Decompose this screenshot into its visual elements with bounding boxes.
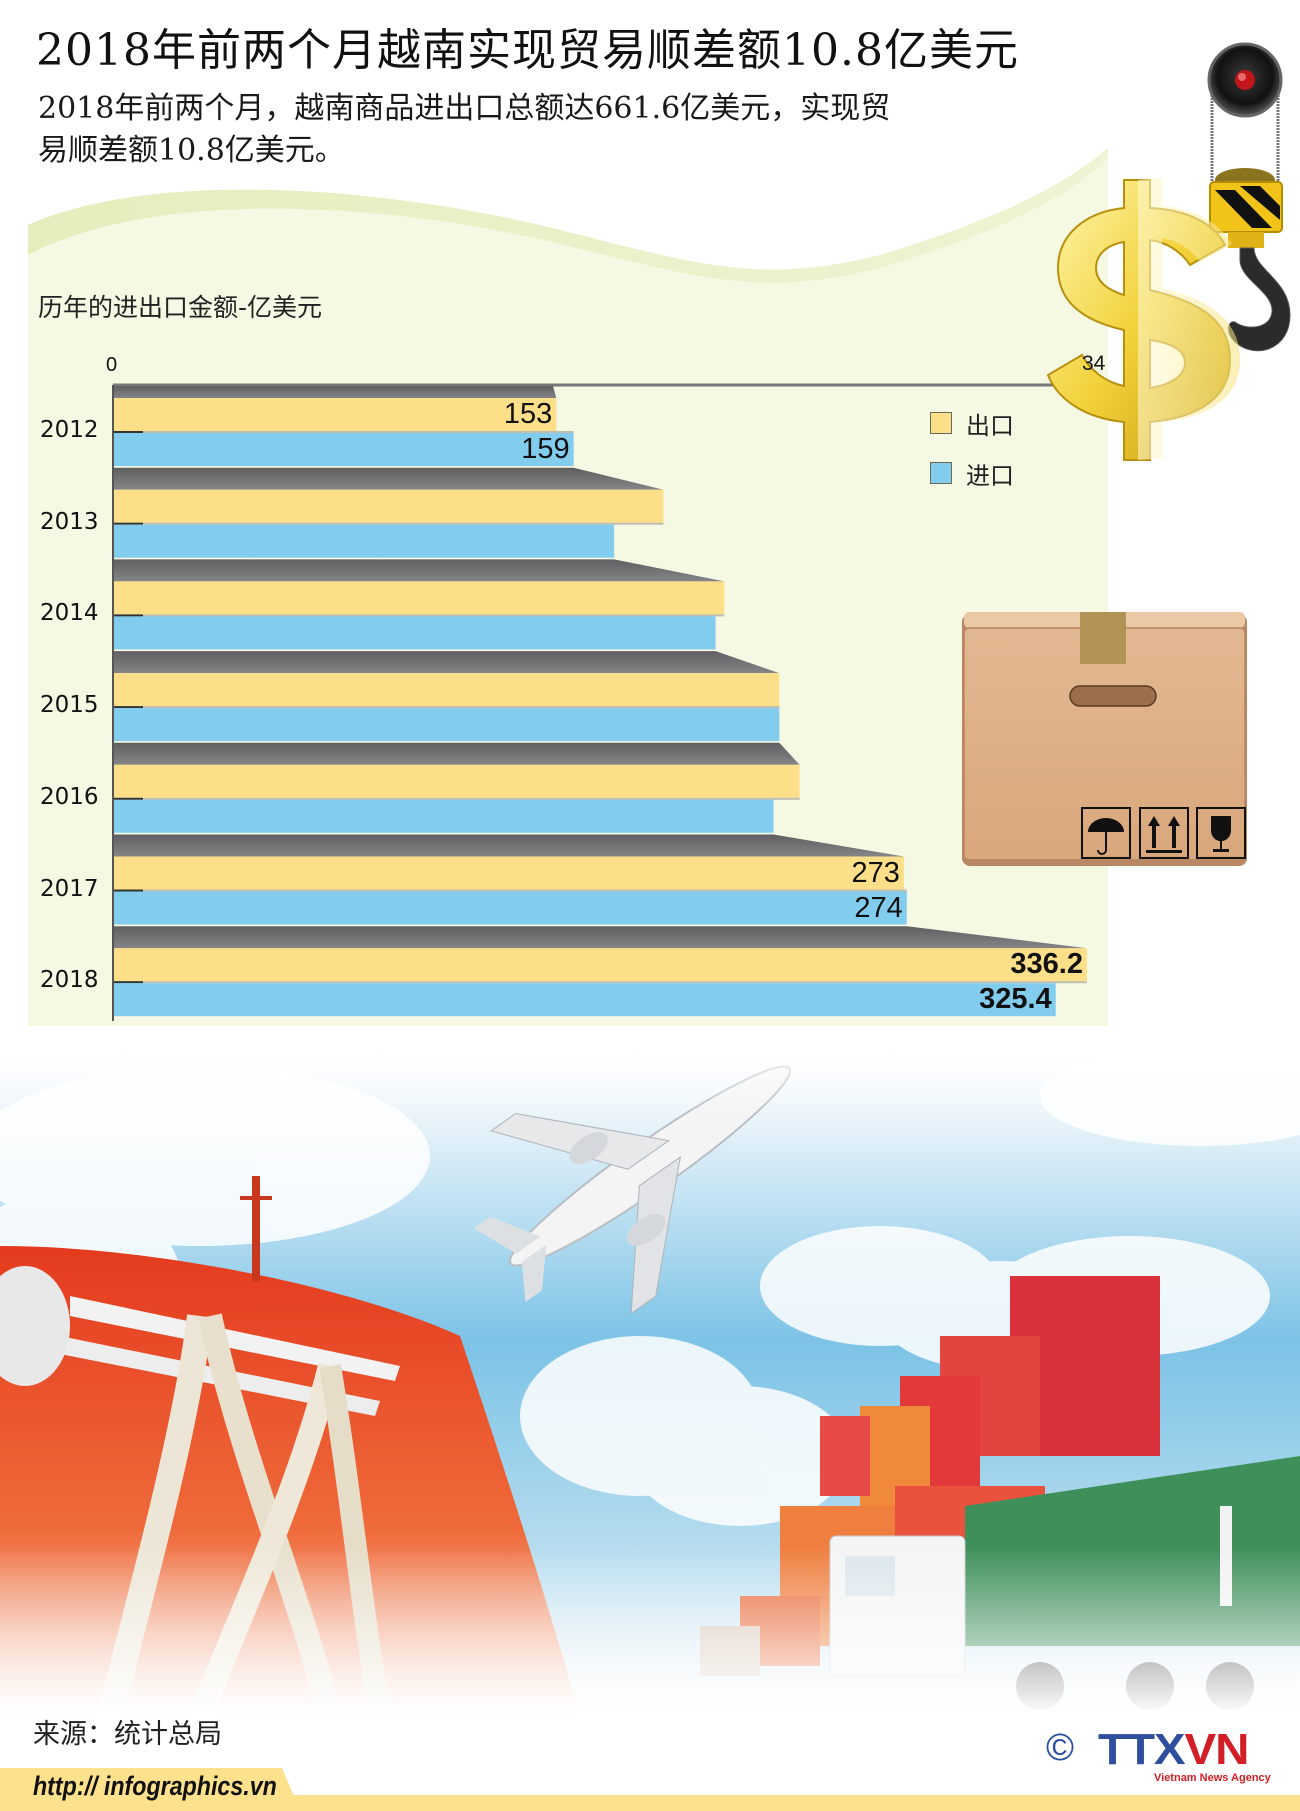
page-title: 2018年前两个月越南实现贸易顺差额10.8亿美元 bbox=[36, 25, 1019, 76]
subtitle-line-2: 易顺差额10.8亿美元。 bbox=[38, 133, 345, 168]
crane-dollar-illustration bbox=[1046, 42, 1291, 461]
import-swatch bbox=[930, 462, 952, 484]
axis-min-label: 0 bbox=[106, 354, 118, 376]
page-subtitle: 2018年前两个月，越南商品进出口总额达661.6亿美元，实现贸 易顺差额10.… bbox=[38, 88, 998, 172]
footer-band bbox=[0, 1795, 1300, 1811]
logo-text-ttx: TTX bbox=[1098, 1725, 1186, 1774]
hook-icon bbox=[1228, 247, 1291, 352]
legend-label-import: 进口 bbox=[966, 461, 1014, 490]
box-handle-icon bbox=[1069, 685, 1157, 707]
this-side-up-icon bbox=[1139, 807, 1189, 859]
umbrella-icon bbox=[1081, 807, 1131, 859]
legend-item-export: 出口 bbox=[930, 410, 1014, 440]
legend-item-import: 进口 bbox=[930, 460, 1014, 490]
website-link[interactable]: http:// infographics.vn bbox=[33, 1771, 277, 1801]
photo-illustration bbox=[0, 1036, 1300, 1716]
legend-label-export: 出口 bbox=[966, 411, 1014, 440]
copyright-icon: © bbox=[1046, 1727, 1074, 1769]
chart-title: 历年的进出口金额-亿美元 bbox=[38, 293, 323, 322]
cardboard-box-illustration bbox=[962, 612, 1247, 866]
trade-photo-collage bbox=[0, 1036, 1300, 1716]
export-swatch bbox=[930, 412, 952, 434]
logo-wordmark: TTXVN bbox=[1098, 1725, 1250, 1774]
url-tab bbox=[0, 1768, 300, 1811]
logo-text-vn: VN bbox=[1184, 1725, 1250, 1774]
subtitle-line-1: 2018年前两个月，越南商品进出口总额达661.6亿美元，实现贸 bbox=[38, 91, 891, 126]
dollar-sign-icon bbox=[1046, 178, 1240, 461]
source-credit: 来源：统计总局 bbox=[33, 1719, 222, 1750]
ttxvn-logo: © TTXVN Vietnam News Agency bbox=[1046, 1728, 1276, 1788]
logo-tagline: Vietnam News Agency bbox=[1154, 1772, 1271, 1784]
chart-legend: 出口 进口 bbox=[930, 410, 1014, 510]
fragile-glass-icon bbox=[1196, 807, 1246, 859]
axis-max-label: 34 bbox=[1082, 352, 1106, 375]
